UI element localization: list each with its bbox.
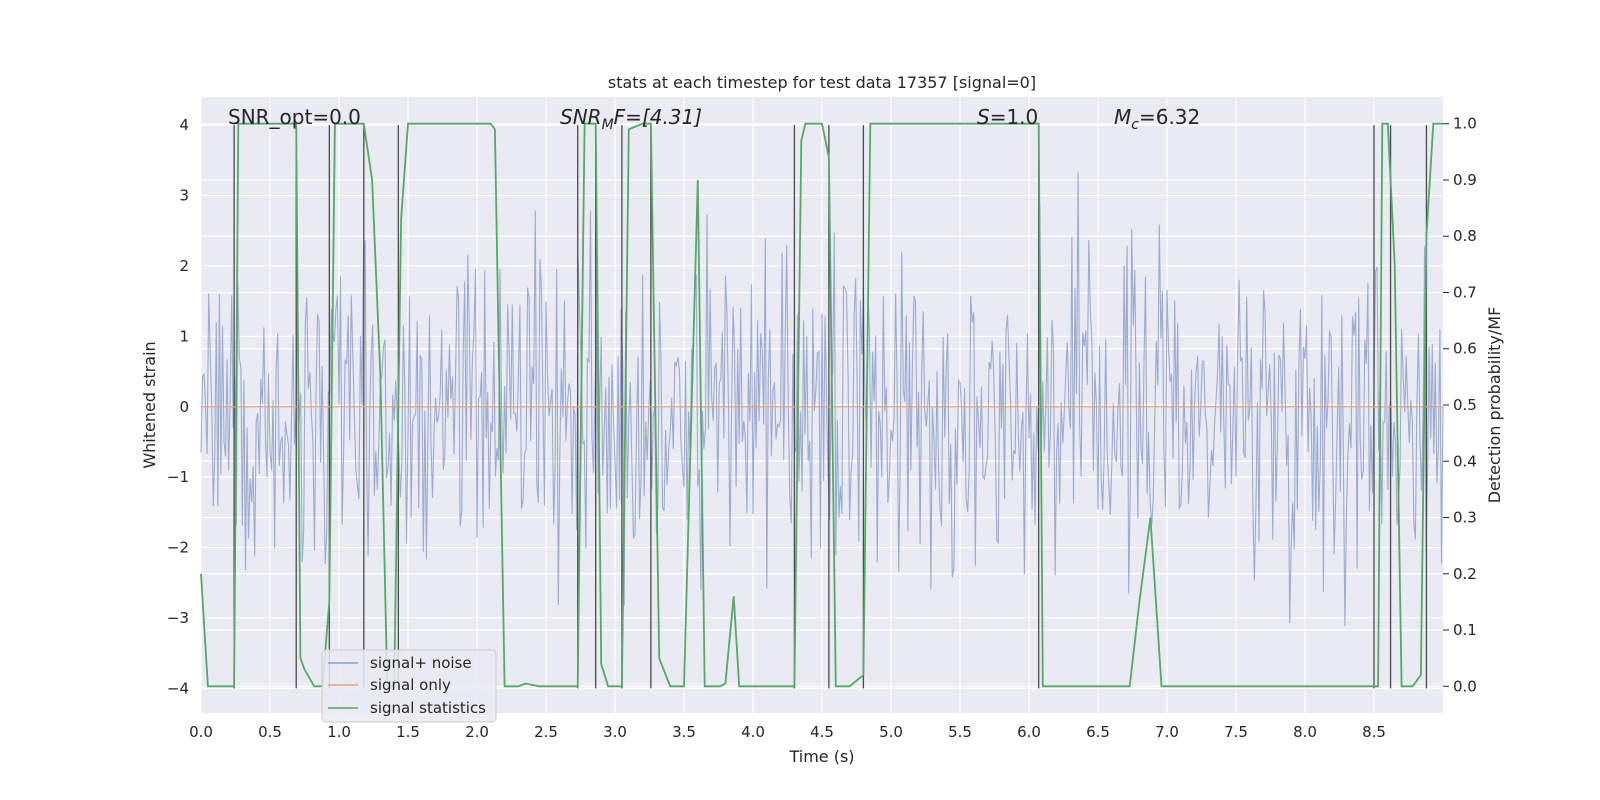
x-tick-label-16: 8.0 xyxy=(1293,723,1317,741)
y2-tick-label-9: 0.1 xyxy=(1453,621,1477,639)
y2-tick-label-1: 0.9 xyxy=(1453,171,1477,189)
signal-plus-noise-line xyxy=(200,172,1444,626)
y-tick-label-5: −1 xyxy=(167,468,189,486)
annotation-s: S=1.0 xyxy=(977,105,1038,129)
x-tick-label-9: 4.5 xyxy=(810,723,834,741)
chart-title: stats at each timestep for test data 173… xyxy=(608,73,1036,92)
y2-tick-label-6: 0.4 xyxy=(1453,452,1477,470)
x-tick-label-17: 8.5 xyxy=(1362,723,1386,741)
y2-tick-label-8: 0.2 xyxy=(1453,565,1477,583)
annotation-s-tail: =1.0 xyxy=(990,105,1039,129)
y-tick-label-1: 3 xyxy=(179,187,189,205)
y2-tick-label-3: 0.7 xyxy=(1453,283,1477,301)
x-axis-label: Time (s) xyxy=(788,747,854,766)
x-tick-label-13: 6.5 xyxy=(1086,723,1110,741)
y-tick-label-8: −4 xyxy=(167,679,189,697)
x-tick-label-11: 5.5 xyxy=(948,723,972,741)
x-tick-label-8: 4.0 xyxy=(741,723,765,741)
y-tick-label-7: −3 xyxy=(167,609,189,627)
y2-tick-label-7: 0.3 xyxy=(1453,509,1477,527)
x-tick-label-14: 7.0 xyxy=(1155,723,1179,741)
y-tick-label-3: 1 xyxy=(179,327,189,345)
x-tick-label-5: 2.5 xyxy=(534,723,558,741)
x-tick-label-1: 0.5 xyxy=(258,723,282,741)
y2-tick-labels: 1.0 0.9 0.8 0.7 0.6 0.5 0.4 0.3 0.2 0.1 0.0 xyxy=(1443,115,1477,695)
y2-tick-label-5: 0.5 xyxy=(1453,396,1477,414)
annotation-snr-mf-subscript: M xyxy=(602,117,614,133)
y-tick-label-6: −2 xyxy=(167,539,189,557)
y2-axis-label: Detection probability/MF xyxy=(1485,307,1504,504)
annotations: SNR_opt=0.0 SNRMF=[4.31] S=1.0 Mc=6.32 xyxy=(228,105,1200,133)
x-tick-label-7: 3.5 xyxy=(672,723,696,741)
signal-statistics-line xyxy=(200,122,1443,688)
annotation-mc-subscript: c xyxy=(1131,117,1139,133)
y2-tick-label-0: 1.0 xyxy=(1453,115,1477,133)
y2-tick-label-4: 0.6 xyxy=(1453,340,1477,358)
annotation-snr-mf: SNRMF=[4.31] xyxy=(560,105,702,133)
x-tick-label-10: 5.0 xyxy=(879,723,903,741)
y-axis-label: Whitened strain xyxy=(140,341,159,468)
legend-label-signal-plus-noise: signal+ noise xyxy=(370,654,472,672)
x-tick-label-15: 7.5 xyxy=(1224,723,1248,741)
y-tick-label-2: 2 xyxy=(179,257,189,275)
annotation-snr-mf-tail: F=[4.31] xyxy=(614,105,702,129)
signal-plus-noise-series xyxy=(200,172,1444,626)
annotation-mc: Mc=6.32 xyxy=(1114,105,1200,133)
legend-label-signal-statistics: signal statistics xyxy=(370,699,486,717)
x-tick-labels: 0.0 0.5 1.0 1.5 2.0 2.5 3.0 3.5 4.0 4.5 5.0 5.5 6.0 6… xyxy=(189,723,1386,741)
legend-box xyxy=(321,649,497,723)
y-tick-label-4: 0 xyxy=(179,398,189,416)
legend: signal+ noise signal only signal statist… xyxy=(321,649,497,723)
legend-label-signal-only: signal only xyxy=(370,676,451,694)
x-tick-label-3: 1.5 xyxy=(396,723,420,741)
x-tick-label-2: 1.0 xyxy=(327,723,351,741)
annotation-snr-opt: SNR_opt=0.0 xyxy=(228,105,361,129)
y2-tick-label-10: 0.0 xyxy=(1453,677,1477,695)
y-tick-label-0: 4 xyxy=(179,116,189,134)
signal-statistics-series xyxy=(200,122,1443,688)
y-tick-labels: 4 3 2 1 0 −1 −2 −3 −4 xyxy=(167,116,189,697)
x-tick-label-6: 3.0 xyxy=(603,723,627,741)
x-tick-label-12: 6.0 xyxy=(1017,723,1041,741)
annotation-mc-tail: =6.32 xyxy=(1139,105,1200,129)
annotation-mc-symbol: M xyxy=(1114,105,1131,129)
x-tick-label-0: 0.0 xyxy=(189,723,213,741)
annotation-snr-mf-symbol: SNR xyxy=(560,105,602,129)
x-tick-label-4: 2.0 xyxy=(465,723,489,741)
annotation-s-symbol: S xyxy=(977,105,990,129)
y2-tick-label-2: 0.8 xyxy=(1453,227,1477,245)
